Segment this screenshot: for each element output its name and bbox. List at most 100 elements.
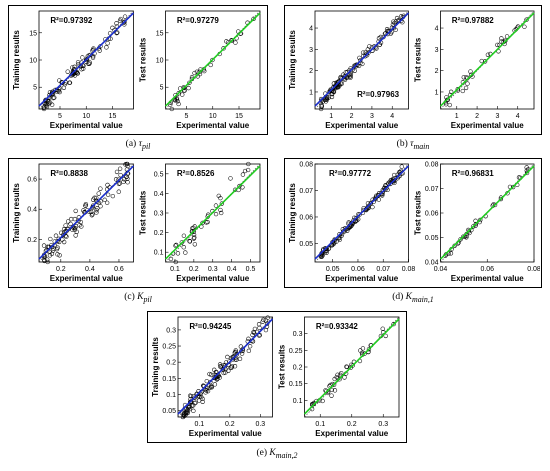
c2-s0-point-83 (45, 259, 50, 265)
c1-s0-point-94 (365, 47, 371, 52)
c0-s0-point-102 (97, 48, 102, 53)
c3-s1-ylabel: Test results (414, 190, 423, 235)
c0-s0-point-66 (57, 89, 62, 95)
c0-s0-point-101 (67, 80, 72, 85)
c4-s0-point-119 (251, 330, 257, 335)
c1-s1-ylabel: Test results (414, 37, 423, 82)
c4-s0-point-56 (257, 333, 262, 338)
c2-s0-point-99 (79, 224, 84, 229)
c1-s0-r2-label: R²=0.97963 (357, 90, 400, 99)
c2-s1-fit-line (164, 165, 261, 260)
c1-s0-point-129 (328, 88, 333, 93)
c0-s0-fit-line (38, 12, 135, 107)
c4-s0-point-76 (257, 325, 262, 331)
c0-s0-xlabel: Experimental value (50, 121, 123, 130)
c2-s1-xtick-label-4: 0.5 (246, 266, 256, 273)
c4-s0-point-127 (180, 414, 186, 420)
c2-s0-point-51 (102, 197, 107, 203)
c0-s0-point-43 (75, 60, 81, 65)
c0-s1-xtick-label-2: 15 (235, 113, 243, 120)
c0-s0-point-41 (91, 46, 96, 51)
c0-s0-point-92 (44, 104, 50, 109)
c2-s0-point-14 (110, 193, 116, 199)
figure-panel-b: 1 2 3 4 1 2 3 4 R²=0.97963 Experimental value Trai… (284, 5, 542, 135)
c4-s1-point-39 (320, 398, 325, 404)
c2-s0-xtick-label-2: 0.6 (114, 266, 124, 273)
c1-s0-point-79 (348, 71, 354, 77)
c2-s0-point-102 (98, 186, 103, 191)
c2-s0-point-74 (104, 200, 110, 205)
c1-s0-point-83 (376, 36, 382, 41)
c1-s1-point-4 (468, 69, 473, 74)
c0-s1-point-26 (186, 85, 191, 91)
caption-b-subscript: main (413, 141, 430, 151)
c3-s0-point-102 (330, 240, 335, 245)
c1-s0-point-78 (352, 68, 357, 73)
c3-s0-point-122 (388, 178, 394, 183)
c3-s1-point-7 (464, 235, 469, 240)
c4-s1-point-9 (366, 346, 372, 352)
c0-s1-point-34 (233, 40, 238, 45)
c3-s1-ytick-label-4: 0.08 (425, 162, 439, 169)
c1-s0-xlabel: Experimental value (325, 121, 398, 130)
c2-s0-point-95 (78, 219, 84, 225)
c4-s0-ytick-label-2: 0.15 (162, 376, 176, 383)
c2-s0-point-72 (45, 257, 50, 262)
c1-s1-r2-label: R²=0.97882 (452, 16, 495, 25)
c2-s0-point-45 (88, 209, 94, 215)
c4-s0-point-36 (257, 332, 263, 338)
c0-s0-ytick-label-2: 15 (29, 30, 37, 37)
c2-s0-point-97 (73, 208, 78, 214)
c0-s0-point-88 (84, 56, 90, 62)
figure-panel-e: 0.1 0.2 0.3 0.05 0.1 0.15 0.2 0.25 0.3 R²=0.94245… (147, 311, 407, 443)
c4-s0-xtick-label-1: 0.2 (225, 421, 235, 428)
c2-s0-point-114 (56, 236, 61, 242)
chart-e: 0.1 0.2 0.3 0.05 0.1 0.15 0.2 0.25 0.3 R²=0.94245… (151, 315, 400, 438)
c1-s0-xtick-label-3: 4 (390, 113, 394, 120)
c2-s0-point-46 (116, 181, 122, 187)
c2-s0-point-11 (65, 219, 71, 224)
c1-s1-point-34 (443, 102, 449, 107)
c4-s0-xtick-label-2: 0.3 (255, 421, 265, 428)
c2-s1-point-11 (192, 242, 198, 247)
c1-s0-point-93 (391, 19, 396, 24)
caption-c: (c) Kpil (8, 292, 268, 304)
c4-s0-point-128 (246, 336, 251, 342)
c2-s1-point-23 (213, 211, 219, 217)
c4-s0-point-110 (223, 360, 229, 365)
c1-s0-point-89 (357, 55, 362, 61)
c1-s1-point-37 (504, 34, 510, 39)
caption-d: (d) Kmain,1 (284, 292, 542, 304)
c3-s0-point-75 (399, 164, 404, 169)
c2-s0-ylabel: Training results (12, 183, 21, 243)
c2-s1-xtick-label-3: 0.4 (227, 266, 237, 273)
c0-s0-point-89 (41, 106, 47, 112)
c1-s0-ytick-label-2: 3 (309, 47, 313, 54)
c0-s1-point-21 (251, 16, 256, 21)
c1-s1-point-30 (444, 97, 450, 103)
c4-s0-point-118 (203, 387, 208, 392)
c0-s0-point-67 (117, 18, 123, 23)
c2-s1-ytick-label-0: 0.1 (154, 250, 164, 257)
c4-s1-ytick-label-2: 0.2 (293, 365, 303, 372)
c0-s0-point-61 (79, 67, 84, 72)
c2-s1-point-30 (237, 183, 242, 189)
c2-s0-point-16 (72, 216, 78, 222)
c1-s0-xtick-label-0: 1 (329, 113, 333, 120)
c0-s0-ytick-label-1: 10 (29, 58, 37, 65)
c3-s0-ytick-label-1: 0.06 (299, 214, 313, 221)
c0-s0-xtick-label-2: 15 (109, 113, 117, 120)
caption-d-symbol: K (405, 292, 413, 302)
chart-d: 0.05 0.06 0.07 0.08 0.05 0.06 0.07 0.08 R²=0.977… (288, 162, 541, 284)
c2-s0-point-28 (63, 223, 68, 228)
c1-s1-ytick-label-0: 1 (435, 89, 439, 96)
c4-s1-point-15 (332, 388, 338, 393)
c2-s0-point-104 (96, 191, 101, 196)
c2-s0-point-62 (113, 177, 119, 182)
c4-s0-point-38 (203, 390, 208, 395)
c0-s1-point-23 (176, 101, 181, 107)
caption-a-subscript: pil (141, 141, 151, 151)
caption-c-prefix: (c) (124, 292, 135, 302)
c3-s0-point-92 (356, 217, 361, 222)
c2-s0-point-41 (68, 221, 73, 227)
